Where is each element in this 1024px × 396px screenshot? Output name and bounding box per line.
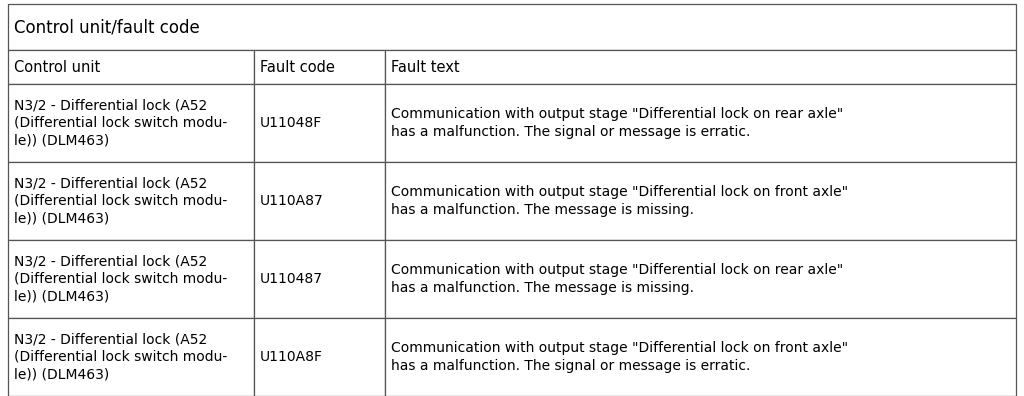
- Bar: [254, 318, 385, 396]
- Bar: [254, 50, 385, 84]
- Text: U110A8F: U110A8F: [260, 350, 323, 364]
- Bar: [385, 240, 1016, 318]
- Bar: [254, 240, 385, 318]
- Text: N3/2 - Differential lock (A52
(Differential lock switch modu-
le)) (DLM463): N3/2 - Differential lock (A52 (Different…: [14, 254, 227, 304]
- Text: Control unit/fault code: Control unit/fault code: [14, 18, 200, 36]
- Bar: [254, 162, 385, 240]
- Text: Communication with output stage "Differential lock on front axle"
has a malfunct: Communication with output stage "Differe…: [391, 185, 848, 217]
- Bar: [8, 240, 254, 318]
- Text: Communication with output stage "Differential lock on front axle"
has a malfunct: Communication with output stage "Differe…: [391, 341, 848, 373]
- Text: U11048F: U11048F: [260, 116, 323, 130]
- Bar: [254, 84, 385, 162]
- Bar: [385, 50, 1016, 84]
- Bar: [385, 84, 1016, 162]
- Text: Control unit: Control unit: [14, 59, 100, 74]
- Text: Fault code: Fault code: [260, 59, 335, 74]
- Bar: [8, 318, 254, 396]
- Text: Fault text: Fault text: [391, 59, 460, 74]
- Text: N3/2 - Differential lock (A52
(Differential lock switch modu-
le)) (DLM463): N3/2 - Differential lock (A52 (Different…: [14, 176, 227, 226]
- Bar: [385, 318, 1016, 396]
- Bar: [8, 50, 254, 84]
- Bar: [385, 162, 1016, 240]
- Bar: [8, 84, 254, 162]
- Bar: [8, 4, 1016, 50]
- Text: N3/2 - Differential lock (A52
(Differential lock switch modu-
le)) (DLM463): N3/2 - Differential lock (A52 (Different…: [14, 98, 227, 148]
- Text: Communication with output stage "Differential lock on rear axle"
has a malfuncti: Communication with output stage "Differe…: [391, 263, 843, 295]
- Text: Communication with output stage "Differential lock on rear axle"
has a malfuncti: Communication with output stage "Differe…: [391, 107, 843, 139]
- Text: U110A87: U110A87: [260, 194, 324, 208]
- Text: N3/2 - Differential lock (A52
(Differential lock switch modu-
le)) (DLM463): N3/2 - Differential lock (A52 (Different…: [14, 332, 227, 382]
- Text: U110487: U110487: [260, 272, 323, 286]
- Bar: [8, 162, 254, 240]
